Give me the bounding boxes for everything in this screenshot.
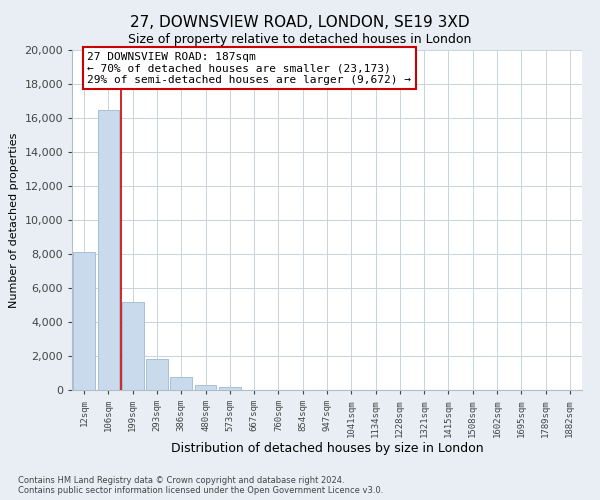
Text: Size of property relative to detached houses in London: Size of property relative to detached ho… [128,32,472,46]
Bar [73,252,95,390]
Bar [219,387,241,390]
Text: Contains HM Land Registry data © Crown copyright and database right 2024.
Contai: Contains HM Land Registry data © Crown c… [18,476,383,495]
Bar [146,360,168,390]
X-axis label: Distribution of detached houses by size in London: Distribution of detached houses by size … [170,442,484,455]
Text: 27 DOWNSVIEW ROAD: 187sqm
← 70% of detached houses are smaller (23,173)
29% of s: 27 DOWNSVIEW ROAD: 187sqm ← 70% of detac… [88,52,412,85]
Bar [122,302,143,390]
Bar [194,385,217,390]
Bar [170,378,192,390]
Bar [97,110,119,390]
Y-axis label: Number of detached properties: Number of detached properties [9,132,19,308]
Text: 27, DOWNSVIEW ROAD, LONDON, SE19 3XD: 27, DOWNSVIEW ROAD, LONDON, SE19 3XD [130,15,470,30]
